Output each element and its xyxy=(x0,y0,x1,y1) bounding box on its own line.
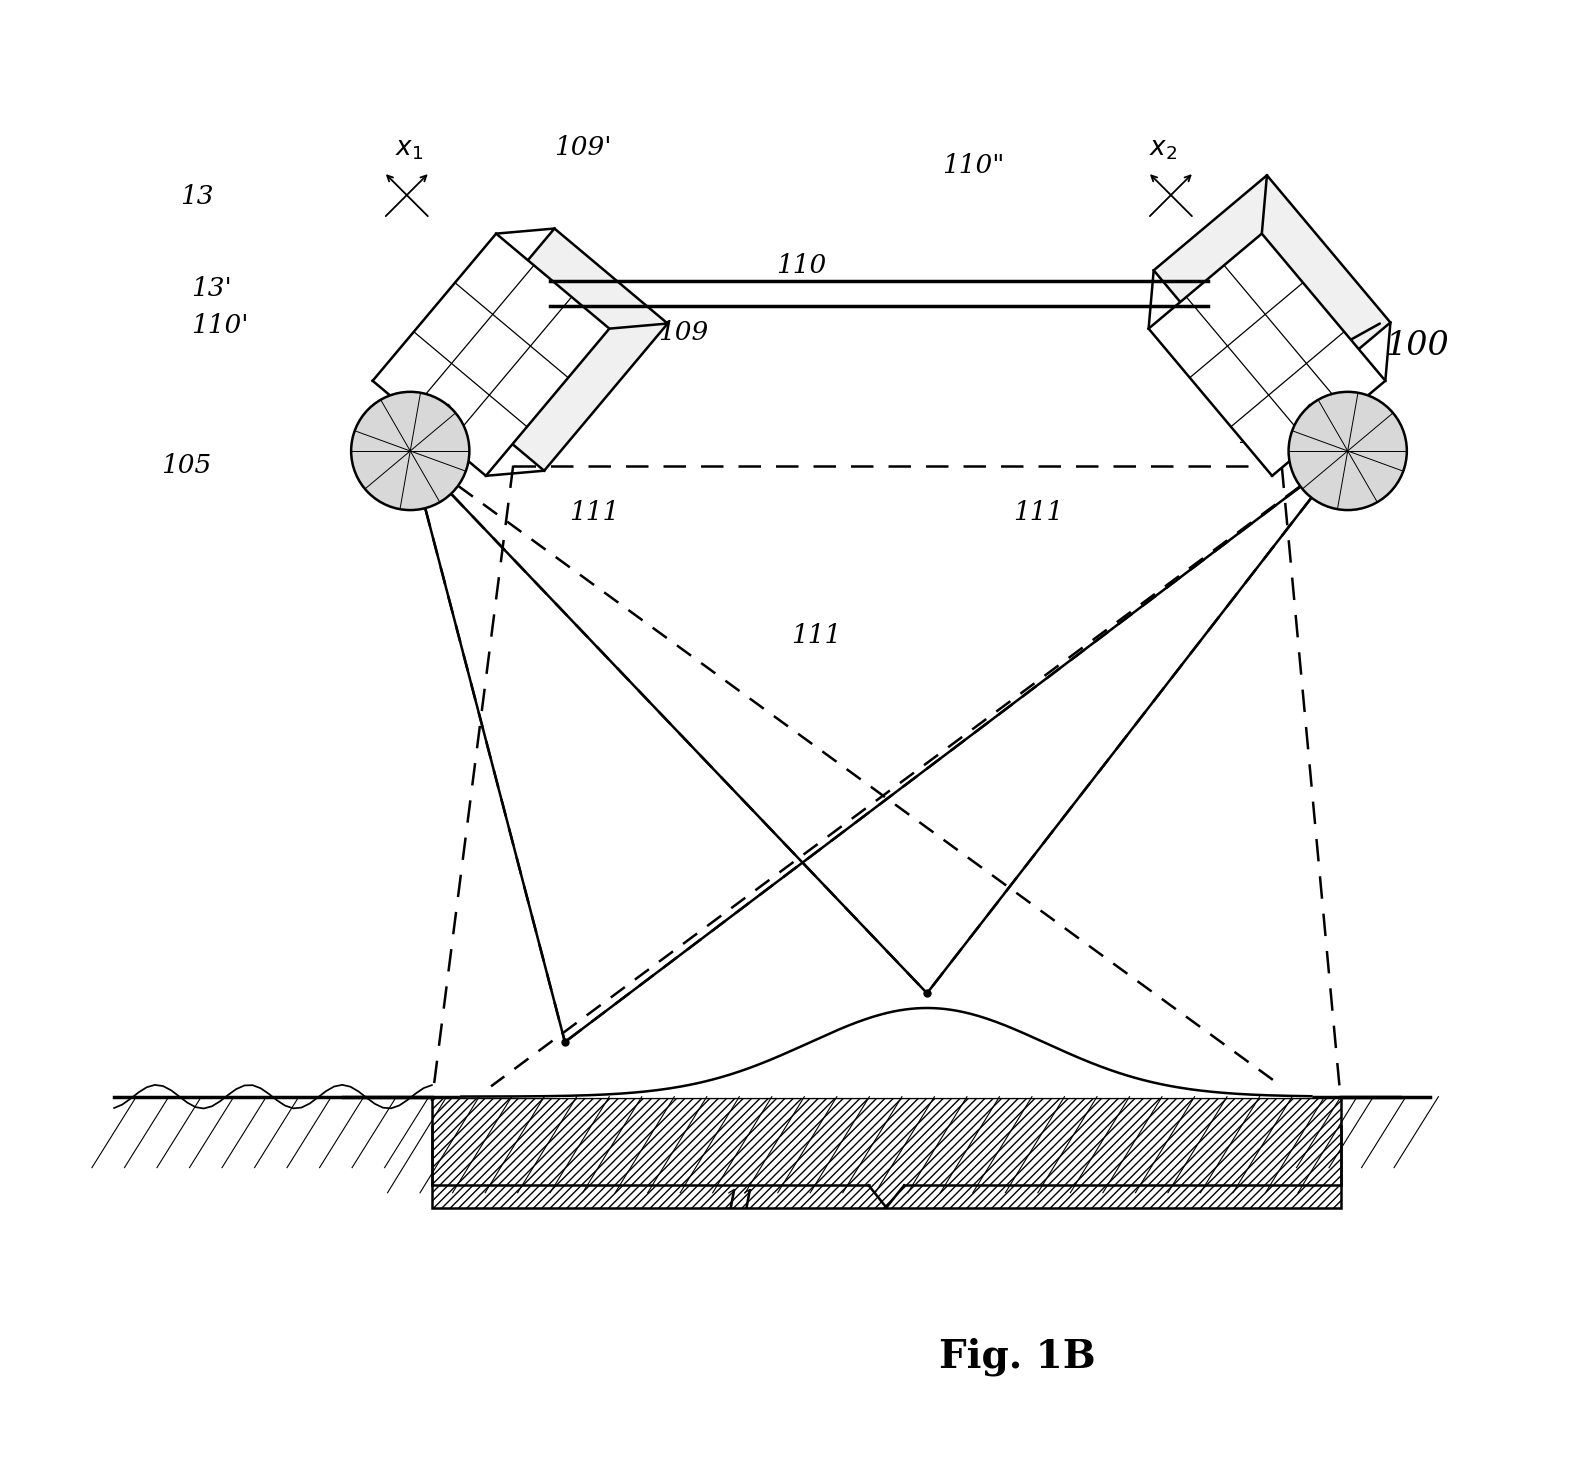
Text: 110': 110' xyxy=(191,312,248,337)
Text: $x_2$: $x_2$ xyxy=(1148,136,1177,161)
Text: 111: 111 xyxy=(791,622,842,647)
Text: 105: 105 xyxy=(162,452,211,477)
Text: 11: 11 xyxy=(723,1188,756,1213)
Text: 109': 109' xyxy=(554,134,611,160)
Text: 111: 111 xyxy=(1013,500,1062,525)
Text: Fig. 1B: Fig. 1B xyxy=(939,1338,1096,1376)
Polygon shape xyxy=(1154,176,1391,417)
Polygon shape xyxy=(373,234,610,476)
Text: $x_1$: $x_1$ xyxy=(395,136,424,161)
Text: 109: 109 xyxy=(657,319,708,344)
Text: 107: 107 xyxy=(1237,423,1288,448)
Text: 13: 13 xyxy=(181,183,214,208)
Text: 110": 110" xyxy=(942,152,1004,177)
Text: 13': 13' xyxy=(191,275,232,300)
Polygon shape xyxy=(430,229,667,470)
Circle shape xyxy=(1288,392,1407,510)
Text: 110: 110 xyxy=(777,253,826,278)
Circle shape xyxy=(351,392,470,510)
Text: 100: 100 xyxy=(1385,330,1448,362)
Text: 105": 105" xyxy=(1201,319,1262,344)
Text: 111: 111 xyxy=(570,500,619,525)
Bar xyxy=(432,1097,1340,1208)
Polygon shape xyxy=(1148,234,1385,476)
